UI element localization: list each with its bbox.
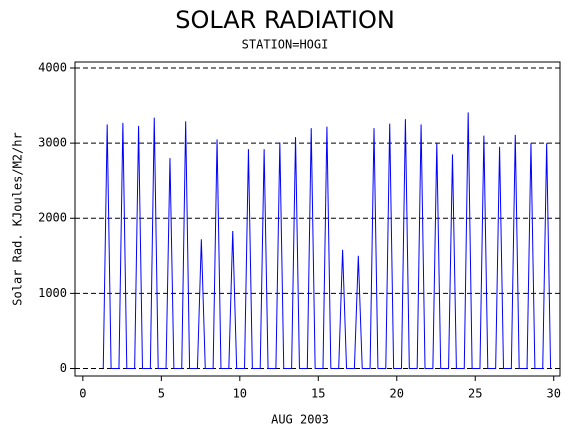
y-tick-label: 1000 (38, 286, 67, 300)
y-tick-label: 3000 (38, 136, 67, 150)
x-axis-label: AUG 2003 (271, 413, 329, 427)
chart-title: SOLAR RADIATION (175, 6, 395, 34)
line-series (102, 112, 552, 369)
x-tick-label: 20 (390, 387, 404, 401)
x-tick-label: 10 (233, 387, 247, 401)
x-tick-label: 30 (546, 387, 560, 401)
y-tick-label: 2000 (38, 211, 67, 225)
plot-frame (74, 61, 561, 377)
y-tick-label: 4000 (38, 61, 67, 75)
y-axis-label: Solar Rad. KJoules/M2/hr (11, 132, 25, 305)
x-tick-label: 15 (311, 387, 325, 401)
x-tick-label: 0 (79, 387, 86, 401)
y-tick-label: 0 (60, 361, 67, 375)
x-tick-label: 25 (468, 387, 482, 401)
x-tick-label: 5 (158, 387, 165, 401)
chart-subtitle: STATION=HOGI (242, 38, 329, 52)
